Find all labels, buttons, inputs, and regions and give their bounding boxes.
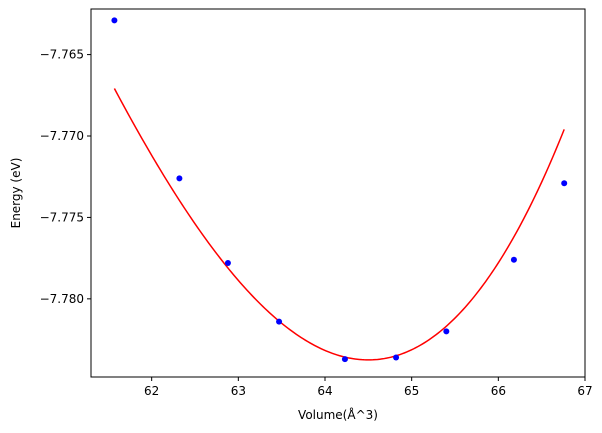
x-tick-label: 64	[317, 384, 332, 398]
y-axis-label: Energy (eV)	[9, 158, 23, 229]
fit-curve-line	[113, 88, 565, 361]
x-axis-label: Volume(Å^3)	[298, 407, 378, 422]
data-point	[111, 17, 118, 24]
data-point	[510, 256, 517, 263]
y-tick-label: −7.780	[40, 292, 84, 306]
x-tick-label: 63	[231, 384, 246, 398]
x-tick-label: 66	[491, 384, 506, 398]
data-point	[443, 328, 450, 335]
plot-area	[111, 17, 568, 363]
data-point	[276, 318, 283, 325]
y-axis: −7.765 −7.770 −7.775 −7.780	[40, 48, 91, 306]
x-tick-label: 62	[144, 384, 159, 398]
y-tick-label: −7.770	[40, 129, 84, 143]
x-tick-label: 67	[577, 384, 592, 398]
x-axis: 62 63 64 65 66 67	[144, 377, 593, 398]
data-point	[341, 356, 348, 363]
data-point	[176, 175, 183, 182]
data-point	[561, 180, 568, 187]
axes-frame	[90, 8, 586, 378]
data-point	[224, 260, 231, 267]
x-tick-label: 65	[404, 384, 419, 398]
y-tick-label: −7.775	[40, 210, 84, 224]
data-point	[393, 354, 400, 361]
y-tick-label: −7.765	[40, 48, 84, 62]
